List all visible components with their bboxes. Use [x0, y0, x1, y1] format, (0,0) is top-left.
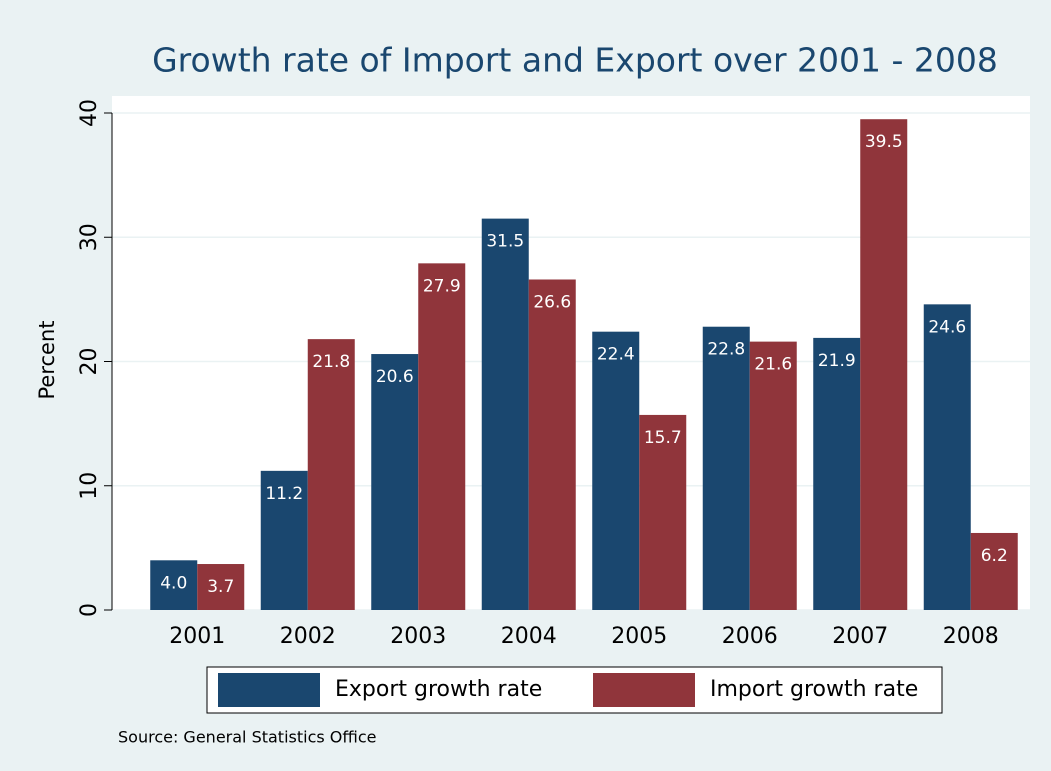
- value-label: 11.2: [265, 484, 303, 504]
- y-tick-label: 40: [77, 99, 102, 127]
- bar: [197, 564, 245, 610]
- value-label: 24.6: [928, 317, 966, 337]
- bar: [307, 339, 355, 610]
- y-tick-label: 0: [77, 603, 102, 617]
- bar: [481, 218, 529, 611]
- legend-label: Export growth rate: [335, 677, 542, 702]
- bar: [970, 532, 1018, 610]
- bar: [418, 263, 466, 610]
- bar: [702, 326, 750, 610]
- x-tick-label: 2005: [611, 624, 667, 649]
- bar: [150, 560, 198, 610]
- value-label: 21.8: [312, 352, 350, 372]
- value-label: 4.0: [160, 573, 187, 593]
- y-tick-label: 10: [77, 472, 102, 500]
- x-tick-label: 2004: [501, 624, 557, 649]
- value-label: 6.2: [981, 546, 1008, 566]
- bar: [260, 470, 308, 610]
- bar: [923, 304, 971, 610]
- value-label: 31.5: [486, 232, 524, 252]
- x-tick-label: 2006: [722, 624, 778, 649]
- legend-swatch: [593, 673, 695, 707]
- y-tick-label: 30: [77, 223, 102, 251]
- x-tick-label: 2002: [280, 624, 336, 649]
- x-tick-label: 2001: [169, 624, 225, 649]
- bar: [813, 337, 861, 610]
- value-label: 20.6: [376, 367, 414, 387]
- bar: [528, 279, 576, 610]
- legend: [206, 666, 943, 714]
- bar: [371, 354, 419, 610]
- value-label: 26.6: [533, 292, 571, 312]
- legend-label: Import growth rate: [710, 677, 918, 702]
- x-tick-label: 2003: [390, 624, 446, 649]
- value-label: 39.5: [865, 132, 903, 152]
- value-label: 15.7: [644, 428, 682, 448]
- source-note: Source: General Statistics Office: [118, 728, 377, 747]
- value-label: 22.4: [597, 345, 635, 365]
- x-tick-label: 2008: [943, 624, 999, 649]
- bar: [860, 119, 908, 611]
- value-label: 22.8: [707, 340, 745, 360]
- y-tick-label: 20: [77, 348, 102, 376]
- value-label: 21.6: [754, 355, 792, 375]
- value-label: 21.9: [818, 351, 856, 371]
- y-axis-label: Percent: [35, 320, 59, 399]
- bar: [592, 331, 640, 610]
- chart-title: Growth rate of Import and Export over 20…: [152, 41, 998, 80]
- bar: [749, 341, 797, 610]
- value-label: 27.9: [423, 276, 461, 296]
- value-label: 3.7: [207, 577, 234, 597]
- legend-swatch: [218, 673, 320, 707]
- bar: [639, 414, 687, 610]
- x-tick-label: 2007: [832, 624, 888, 649]
